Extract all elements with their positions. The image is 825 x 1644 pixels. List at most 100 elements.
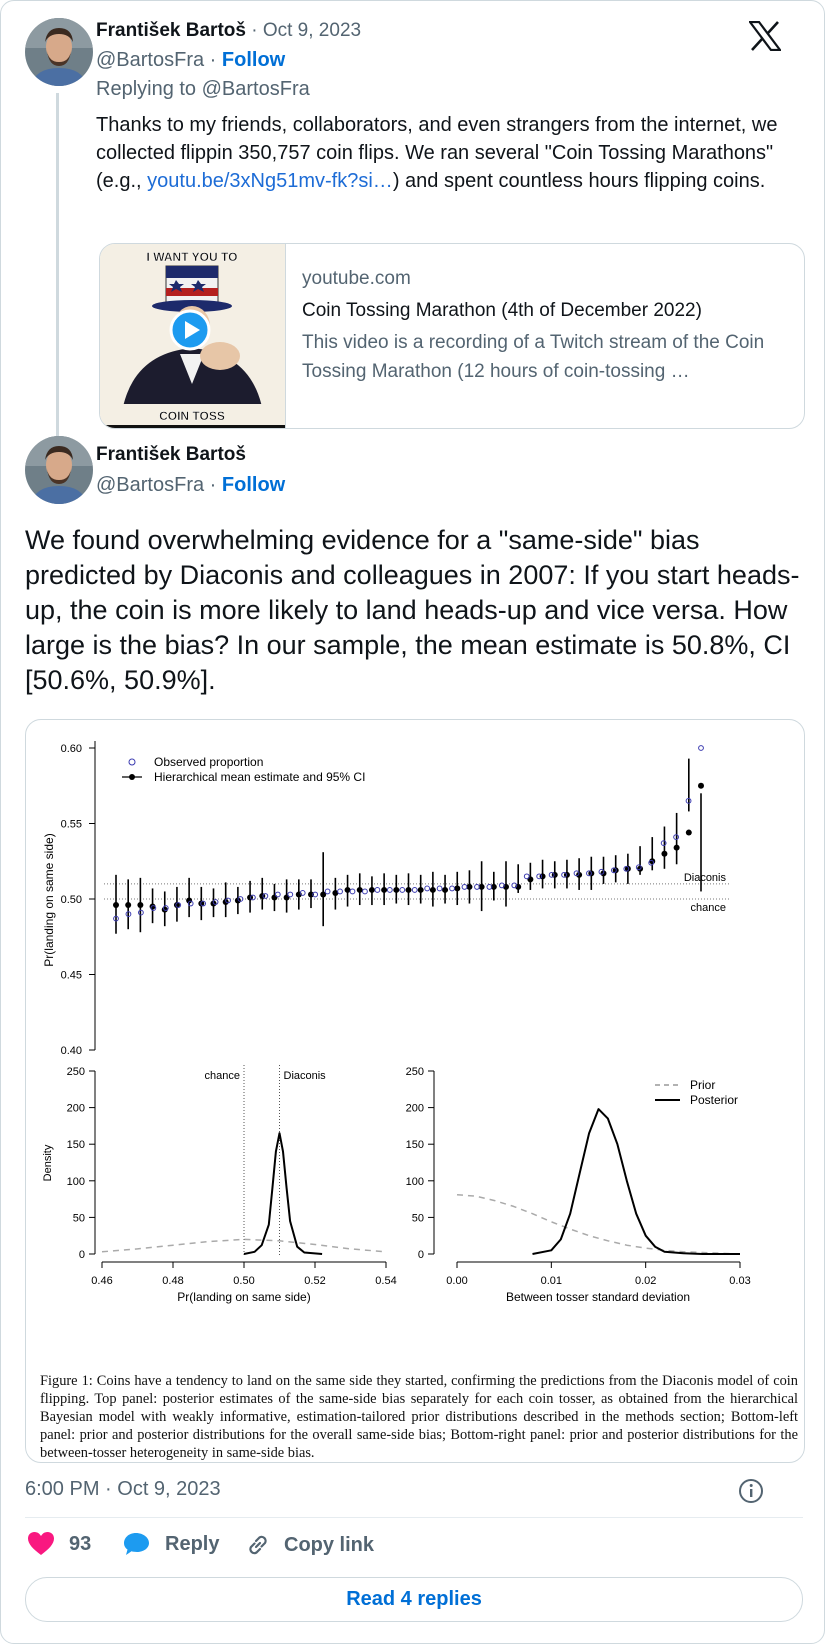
observed-point <box>648 859 655 866</box>
observed-point <box>610 867 617 874</box>
reply-label: Reply <box>165 1532 220 1555</box>
top-y-tick-label: 0.40 <box>61 1045 82 1057</box>
bl-y-tick-label: 100 <box>67 1176 85 1188</box>
legend-open-circle <box>128 758 136 766</box>
br-y-tick-label: 50 <box>412 1212 424 1224</box>
observed-point <box>498 882 505 889</box>
divider <box>25 1517 803 1518</box>
follow-button[interactable]: Follow <box>221 49 286 71</box>
observed-point <box>474 884 480 890</box>
heart-icon <box>28 1532 54 1555</box>
observed-point <box>262 893 269 899</box>
separator-dot: · <box>209 474 222 496</box>
observed-point <box>162 905 169 911</box>
like-count: 93 <box>69 1532 92 1555</box>
observed-point <box>635 864 642 871</box>
estimate-point <box>393 886 400 893</box>
posterior-curve <box>243 1132 323 1255</box>
tweet-date[interactable]: Oct 9, 2023 <box>262 20 362 41</box>
observed-point <box>399 887 406 893</box>
observed-point <box>660 840 667 847</box>
observed-point <box>113 915 119 922</box>
estimate-point <box>442 886 449 893</box>
br-x-tick-label: 0.03 <box>729 1275 750 1287</box>
estimate-point <box>661 850 668 857</box>
video-thumbnail[interactable]: I WANT YOU TO COIN TOSS <box>100 244 286 428</box>
br-y-tick-label: 250 <box>406 1066 424 1078</box>
reply-tweet-text: Thanks to my friends, collaborators, and… <box>96 111 796 195</box>
bl-x-axis-label: Pr(landing on same side) <box>177 1290 310 1304</box>
estimate-point <box>624 865 631 872</box>
top-y-tick-label: 0.50 <box>61 894 82 906</box>
br-legend: Prior Posterior <box>655 1078 738 1107</box>
top-panel: 0.40 0.45 0.50 0.55 0.60 Pr(landing on same … <box>42 741 729 1057</box>
observed-point <box>623 865 630 872</box>
play-icon[interactable] <box>169 309 211 351</box>
preview-title: Coin Tossing Marathon (4th of December 2… <box>302 300 702 321</box>
author-avatar[interactable] <box>25 18 93 86</box>
prior-curve <box>456 1193 741 1255</box>
estimate-point <box>173 902 180 909</box>
bl-y-tick-label: 200 <box>67 1103 85 1115</box>
estimate-point <box>332 889 339 896</box>
like-button[interactable]: 93 <box>27 1531 91 1557</box>
author-avatar[interactable] <box>25 436 93 504</box>
legend-posterior: Posterior <box>690 1093 738 1107</box>
bl-y-tick-label: 0 <box>79 1249 85 1261</box>
observed-point <box>598 868 605 875</box>
figure-image[interactable]: 0.40 0.45 0.50 0.55 0.60 Pr(landing on same … <box>25 719 805 1463</box>
author-handle[interactable]: @BartosFra <box>96 49 205 71</box>
author-name[interactable]: František Bartoš <box>96 20 246 41</box>
legend-filled-dot <box>129 774 135 780</box>
main-tweet-text: We found overwhelming evidence for a "sa… <box>25 525 800 695</box>
link-preview-card[interactable]: I WANT YOU TO COIN TOSS <box>99 243 805 429</box>
estimate-point <box>417 886 424 893</box>
observed-point <box>548 871 555 878</box>
br-y-tick-label: 200 <box>406 1103 424 1115</box>
legend-observed: Observed proportion <box>154 755 263 769</box>
observed-point <box>573 870 580 877</box>
estimate-point <box>490 883 497 890</box>
reference-label-diaconis: Diaconis <box>284 1070 327 1082</box>
estimate-point <box>576 871 583 878</box>
estimate-point <box>685 829 692 836</box>
reference-label-chance: chance <box>691 902 726 914</box>
observed-point <box>486 884 493 890</box>
author-name[interactable]: František Bartoš <box>96 444 246 465</box>
observed-point <box>200 900 207 907</box>
bl-x-tick-label: 0.50 <box>233 1275 254 1287</box>
legend-hierarchical: Hierarchical mean estimate and 95% CI <box>154 770 365 784</box>
top-y-tick-label: 0.55 <box>61 819 82 831</box>
estimate-point <box>649 858 656 865</box>
observed-point <box>237 896 244 902</box>
observed-point <box>374 887 381 893</box>
x-logo-icon[interactable] <box>749 21 781 51</box>
observed-point <box>461 884 468 890</box>
estimate-point <box>405 886 412 893</box>
read-replies-button[interactable]: Read 4 replies <box>25 1577 803 1622</box>
observed-point <box>137 909 144 916</box>
reference-label-chance: chance <box>205 1070 240 1082</box>
bl-y-axis-label: Density <box>42 1144 54 1181</box>
reply-button[interactable]: Reply <box>123 1531 219 1557</box>
copy-link-button[interactable]: Copy link <box>244 1531 374 1559</box>
replying-to[interactable]: Replying to @BartosFra <box>96 78 310 100</box>
estimate-point <box>113 902 119 909</box>
author-handle[interactable]: @BartosFra <box>96 474 205 496</box>
copy-link-label: Copy link <box>284 1533 375 1556</box>
tweet-timestamp[interactable]: 6:00 PM · Oct 9, 2023 <box>25 1478 221 1500</box>
bottom-right-panel: 0 50 100 150 200 250 0.00 0.01 0.02 0.03 Between… <box>406 1066 751 1304</box>
observed-point <box>337 888 343 895</box>
observed-point <box>673 834 680 840</box>
estimate-point <box>186 897 193 904</box>
video-link[interactable]: youtu.be/3xNg51mv-fk?si… <box>147 170 393 192</box>
observed-point <box>523 873 530 880</box>
figure-caption: Figure 1: Coins have a tendency to land … <box>40 1373 798 1461</box>
observed-point <box>324 888 331 895</box>
thread-line <box>56 93 59 439</box>
follow-button[interactable]: Follow <box>221 474 286 496</box>
top-legend: Observed proportion Hierarchical mean es… <box>122 755 365 784</box>
info-icon[interactable] <box>738 1478 764 1504</box>
estimate-point <box>381 886 388 893</box>
observed-point <box>449 885 455 892</box>
